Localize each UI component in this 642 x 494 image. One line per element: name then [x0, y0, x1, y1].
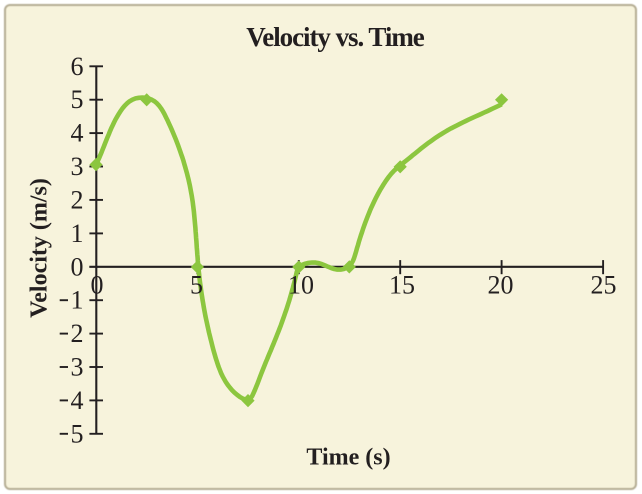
svg-text:3: 3: [71, 152, 84, 181]
svg-text:3: 3: [71, 353, 84, 382]
svg-text:1: 1: [71, 286, 84, 315]
svg-text:15: 15: [389, 271, 415, 300]
svg-text:0: 0: [71, 252, 84, 281]
svg-text:5: 5: [190, 271, 203, 300]
svg-text:4: 4: [71, 119, 84, 148]
svg-text:Velocity vs. Time: Velocity vs. Time: [246, 22, 424, 52]
svg-text:4: 4: [71, 386, 84, 415]
svg-text:5: 5: [71, 419, 84, 448]
svg-text:Time (s): Time (s): [306, 445, 390, 471]
svg-text:25: 25: [591, 271, 617, 300]
svg-text:2: 2: [71, 185, 84, 214]
svg-text:Velocity (m/s): Velocity (m/s): [27, 178, 53, 318]
svg-text:20: 20: [488, 271, 514, 300]
svg-text:5: 5: [71, 85, 84, 114]
svg-text:0: 0: [91, 271, 104, 300]
svg-text:1: 1: [71, 219, 84, 248]
svg-text:2: 2: [71, 319, 84, 348]
svg-text:10: 10: [288, 271, 314, 300]
svg-text:6: 6: [71, 52, 84, 81]
